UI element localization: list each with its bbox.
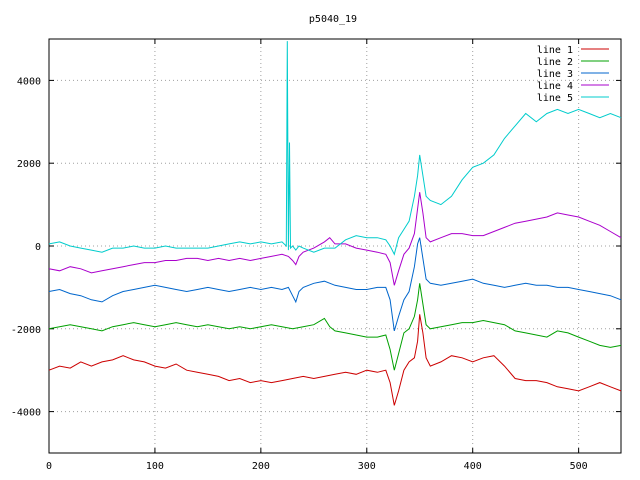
- y-tick-label: 0: [35, 242, 41, 253]
- x-tick-label: 500: [570, 461, 588, 472]
- chart-title: p5040_19: [309, 14, 357, 25]
- grid-lines: [49, 39, 621, 453]
- legend-label: line 3: [537, 69, 573, 80]
- legend-label: line 5: [537, 93, 573, 104]
- y-tick-label: -2000: [11, 325, 41, 336]
- x-tick-label: 200: [252, 461, 270, 472]
- x-tick-label: 400: [464, 461, 482, 472]
- y-tick-label: 2000: [17, 159, 41, 170]
- series-lines: [48, 41, 622, 406]
- series-line-5: [48, 41, 622, 256]
- x-tick-label: 300: [358, 461, 376, 472]
- y-tick-label: 4000: [17, 76, 41, 87]
- axis-ticks: 0 100 200 300 400 500 -4000 -2000 0 2000 4000: [11, 39, 621, 472]
- series-line-2: [48, 283, 622, 371]
- series-line-4: [48, 192, 622, 286]
- legend-label: line 2: [537, 57, 573, 68]
- legend-label: line 4: [537, 81, 573, 92]
- series-line-1: [48, 314, 622, 406]
- legend-label: line 1: [537, 45, 573, 56]
- x-tick-label: 100: [146, 461, 164, 472]
- y-tick-label: -4000: [11, 408, 41, 419]
- series-line-3: [48, 237, 622, 332]
- x-tick-label: 0: [46, 461, 52, 472]
